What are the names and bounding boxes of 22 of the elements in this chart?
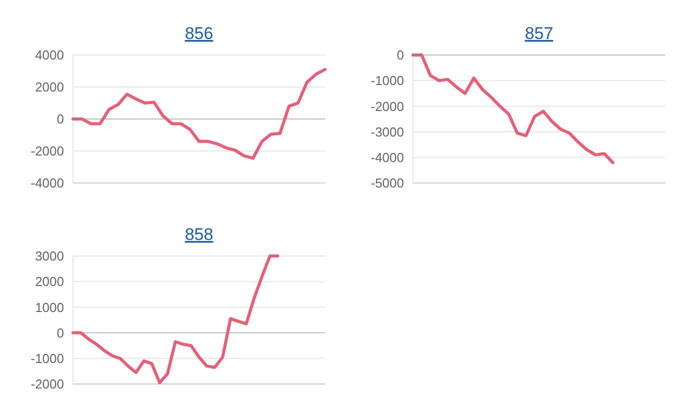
y-tick-label: 4000	[35, 48, 64, 63]
y-tick-label: 1000	[35, 300, 64, 315]
y-tick-label: -1000	[370, 73, 404, 88]
y-tick-label: -4000	[370, 150, 404, 165]
y-tick-label: 2000	[35, 80, 64, 95]
y-tick-label: -4000	[30, 176, 64, 191]
y-tick-label: -2000	[370, 98, 404, 114]
line-series	[72, 68, 326, 160]
y-tick-label: 3000	[35, 248, 64, 264]
chart-title: 857	[524, 24, 554, 43]
line-series	[412, 54, 614, 164]
y-tick-label: -2000	[30, 144, 64, 159]
chart-title: 858	[184, 225, 214, 244]
y-tick-label: -5000	[370, 176, 404, 191]
y-tick-label: -1000	[30, 350, 64, 366]
y-tick-label: 0	[396, 48, 404, 63]
y-tick-label: -2000	[30, 376, 64, 392]
chart-title: 856	[184, 24, 214, 43]
y-tick-label: 0	[56, 325, 64, 340]
y-tick-label: 2000	[35, 274, 64, 290]
y-tick-label: -3000	[370, 124, 404, 140]
y-tick-label: 0	[56, 112, 64, 127]
